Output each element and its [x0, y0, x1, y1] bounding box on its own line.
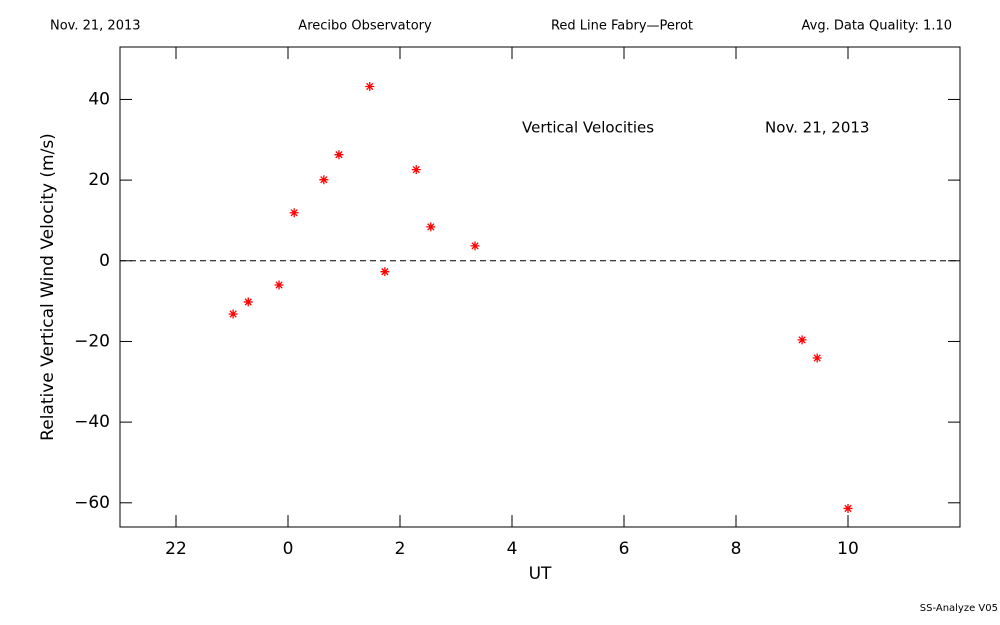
point	[319, 175, 329, 185]
y-tick-label: 40	[88, 89, 110, 109]
point	[274, 280, 284, 290]
point	[426, 222, 436, 232]
point	[243, 297, 253, 307]
point	[334, 150, 344, 160]
header-date: Nov. 21, 2013	[50, 19, 141, 34]
header-site: Arecibo Observatory	[298, 19, 432, 34]
y-tick-label: −40	[74, 412, 110, 432]
y-tick-label: 20	[88, 170, 110, 190]
y-axis-label: Relative Vertical Wind Velocity (m/s)	[38, 133, 58, 441]
x-tick-label: 10	[837, 539, 859, 559]
point	[797, 335, 807, 345]
footer: SS-Analyze V05	[920, 603, 998, 614]
x-tick-label: 6	[619, 539, 630, 559]
annotation: Vertical Velocities	[522, 119, 654, 137]
x-tick-label: 22	[165, 539, 187, 559]
point	[843, 503, 853, 513]
x-tick-label: 4	[507, 539, 518, 559]
point	[380, 267, 390, 277]
y-tick-label: 0	[99, 251, 110, 271]
point	[289, 208, 299, 218]
point	[470, 241, 480, 251]
point	[228, 309, 238, 319]
x-tick-label: 8	[731, 539, 742, 559]
plot-frame	[119, 46, 961, 528]
point	[812, 353, 822, 363]
point	[411, 165, 421, 175]
x-tick-label: 0	[283, 539, 294, 559]
x-tick-label: 2	[395, 539, 406, 559]
point	[365, 82, 375, 92]
header-quality: Avg. Data Quality: 1.10	[802, 19, 952, 34]
y-tick-label: −20	[74, 331, 110, 351]
x-axis-label: UT	[529, 564, 552, 584]
header-instrument: Red Line Fabry—Perot	[551, 19, 693, 34]
y-tick-label: −60	[74, 493, 110, 513]
annotation: Nov. 21, 2013	[765, 119, 869, 137]
